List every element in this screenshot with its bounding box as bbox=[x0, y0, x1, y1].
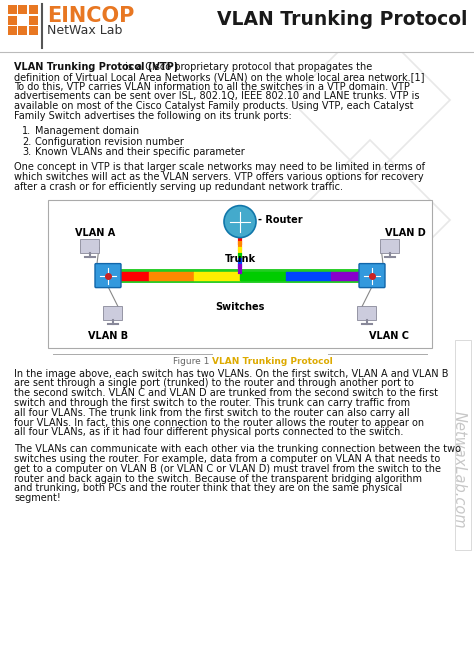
Text: VLAN D: VLAN D bbox=[385, 228, 426, 238]
Text: Switches: Switches bbox=[215, 302, 264, 312]
Text: router and back again to the switch. Because of the transparent bridging algorit: router and back again to the switch. Bec… bbox=[14, 474, 422, 484]
Text: get to a computer on VLAN B (or VLAN C or VLAN D) must travel from the switch to: get to a computer on VLAN B (or VLAN C o… bbox=[14, 464, 441, 474]
FancyBboxPatch shape bbox=[359, 263, 385, 287]
Text: definition of Virtual Local Area Networks (VLAN) on the whole local area network: definition of Virtual Local Area Network… bbox=[14, 72, 425, 82]
Text: VLAN Trunking Protocol: VLAN Trunking Protocol bbox=[212, 356, 333, 366]
Text: all four VLANs. The trunk link from the first switch to the router can also carr: all four VLANs. The trunk link from the … bbox=[14, 408, 410, 418]
Text: switches using the router. For example, data from a computer on VLAN A that need: switches using the router. For example, … bbox=[14, 454, 440, 464]
FancyBboxPatch shape bbox=[103, 306, 122, 320]
FancyBboxPatch shape bbox=[18, 26, 27, 35]
Text: Management domain: Management domain bbox=[35, 126, 139, 136]
Text: 1.: 1. bbox=[22, 126, 31, 136]
Text: VLAN Trunking Protocol (VTP): VLAN Trunking Protocol (VTP) bbox=[14, 62, 178, 72]
Text: Configuration revision number: Configuration revision number bbox=[35, 137, 184, 147]
Text: switch and through the first switch to the router. This trunk can carry traffic : switch and through the first switch to t… bbox=[14, 398, 410, 408]
Text: after a crash or for efficiently serving up redundant network traffic.: after a crash or for efficiently serving… bbox=[14, 182, 343, 192]
Text: advertisements can be sent over ISL, 802.1Q, IEEE 802.10 and LANE trunks. VTP is: advertisements can be sent over ISL, 802… bbox=[14, 91, 419, 101]
Text: To do this, VTP carries VLAN information to all the switches in a VTP domain. VT: To do this, VTP carries VLAN information… bbox=[14, 82, 410, 92]
FancyBboxPatch shape bbox=[8, 26, 17, 35]
Text: four VLANs. In fact, this one connection to the router allows the router to appe: four VLANs. In fact, this one connection… bbox=[14, 417, 424, 427]
Text: 2.: 2. bbox=[22, 137, 31, 147]
Text: which switches will act as the VLAN servers. VTP offers various options for reco: which switches will act as the VLAN serv… bbox=[14, 172, 424, 182]
Text: VLAN B: VLAN B bbox=[88, 330, 128, 340]
Text: - Router: - Router bbox=[258, 214, 302, 224]
Text: Known VLANs and their specific parameter: Known VLANs and their specific parameter bbox=[35, 147, 245, 157]
Text: VLAN C: VLAN C bbox=[369, 330, 409, 340]
FancyBboxPatch shape bbox=[29, 5, 38, 14]
Text: Trunk: Trunk bbox=[224, 254, 255, 263]
Text: Figure 1: Figure 1 bbox=[173, 356, 212, 366]
Text: The VLANs can communicate with each other via the trunking connection between th: The VLANs can communicate with each othe… bbox=[14, 444, 461, 454]
FancyBboxPatch shape bbox=[29, 26, 38, 35]
Text: the second switch. VLAN C and VLAN D are trunked from the second switch to the f: the second switch. VLAN C and VLAN D are… bbox=[14, 388, 438, 398]
FancyBboxPatch shape bbox=[0, 0, 474, 52]
Text: NetWax Lab: NetWax Lab bbox=[47, 24, 123, 37]
FancyBboxPatch shape bbox=[357, 306, 376, 320]
Text: segment!: segment! bbox=[14, 493, 61, 503]
Text: In the image above, each switch has two VLANs. On the first switch, VLAN A and V: In the image above, each switch has two … bbox=[14, 369, 448, 379]
FancyBboxPatch shape bbox=[18, 5, 27, 14]
Text: Family Switch advertises the following on its trunk ports:: Family Switch advertises the following o… bbox=[14, 111, 292, 121]
Text: VLAN Trunking Protocol: VLAN Trunking Protocol bbox=[218, 10, 468, 29]
FancyBboxPatch shape bbox=[95, 263, 121, 287]
FancyBboxPatch shape bbox=[8, 5, 17, 14]
Text: and trunking, both PCs and the router think that they are on the same physical: and trunking, both PCs and the router th… bbox=[14, 483, 402, 493]
Text: are sent through a single port (trunked) to the router and through another port : are sent through a single port (trunked)… bbox=[14, 379, 414, 389]
FancyBboxPatch shape bbox=[381, 239, 400, 253]
FancyBboxPatch shape bbox=[48, 200, 432, 348]
Text: available on most of the Cisco Catalyst Family products. Using VTP, each Catalys: available on most of the Cisco Catalyst … bbox=[14, 101, 413, 111]
FancyBboxPatch shape bbox=[29, 15, 38, 25]
Circle shape bbox=[224, 206, 256, 238]
Text: 3.: 3. bbox=[22, 147, 31, 157]
FancyBboxPatch shape bbox=[81, 239, 100, 253]
Text: is a Cisco proprietary protocol that propagates the: is a Cisco proprietary protocol that pro… bbox=[122, 62, 372, 72]
Text: all four VLANs, as if it had four different physical ports connected to the swit: all four VLANs, as if it had four differ… bbox=[14, 427, 403, 438]
Text: One concept in VTP is that larger scale networks may need to be limited in terms: One concept in VTP is that larger scale … bbox=[14, 162, 425, 172]
Text: VLAN A: VLAN A bbox=[75, 228, 115, 238]
FancyBboxPatch shape bbox=[8, 15, 17, 25]
Text: EINCOP: EINCOP bbox=[47, 6, 135, 26]
Text: NetwaxLab.com: NetwaxLab.com bbox=[452, 411, 467, 529]
